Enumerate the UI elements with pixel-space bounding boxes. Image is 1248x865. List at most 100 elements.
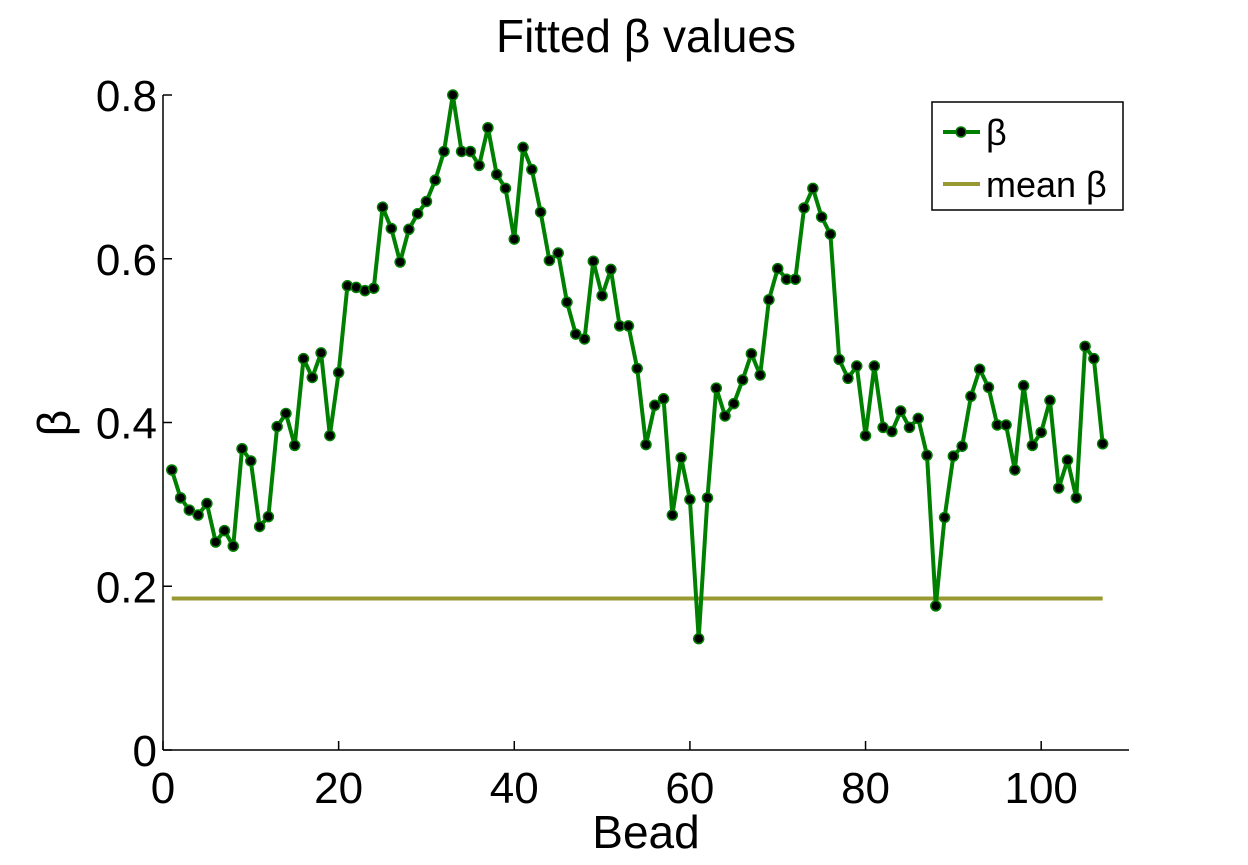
y-tick-label: 0.2: [96, 563, 157, 612]
data-point: [218, 524, 231, 537]
data-point: [912, 412, 924, 425]
chart-title: Fitted β values: [496, 10, 796, 62]
x-tick-label: 40: [490, 764, 539, 813]
data-point: [306, 371, 319, 384]
data-point: [789, 273, 802, 285]
data-point: [473, 159, 485, 172]
data-point: [719, 410, 731, 422]
plot-area: [166, 89, 1109, 645]
data-point: [429, 174, 441, 186]
data-point: [640, 438, 652, 451]
data-point: [420, 195, 433, 208]
data-point: [1000, 419, 1012, 431]
data-point: [807, 182, 819, 195]
data-point: [701, 492, 714, 504]
data-point: [605, 263, 617, 276]
data-point: [842, 372, 854, 385]
data-point: [403, 223, 415, 236]
data-point: [1026, 439, 1039, 452]
data-point: [815, 211, 828, 223]
data-point: [482, 122, 494, 134]
data-point: [947, 450, 960, 462]
data-point: [1035, 426, 1047, 439]
x-axis-label: Bead: [592, 806, 699, 858]
x-tick-label: 80: [841, 764, 890, 813]
data-point: [578, 333, 591, 345]
data-point: [183, 504, 196, 516]
data-point: [332, 366, 345, 379]
data-point: [894, 405, 907, 417]
y-tick-label: 0.8: [96, 72, 157, 121]
data-point: [262, 510, 275, 523]
x-tick-label: 100: [1004, 764, 1077, 813]
y-tick-label: 0: [133, 727, 157, 776]
legend-label-mean-beta: mean β: [986, 164, 1107, 205]
data-point: [447, 89, 459, 101]
data-point: [851, 360, 863, 372]
data-point: [675, 451, 687, 464]
data-point: [315, 347, 327, 359]
x-tick-label: 20: [314, 764, 363, 813]
data-point: [411, 207, 424, 220]
data-point: [517, 141, 529, 154]
data-point: [930, 600, 942, 612]
data-point: [666, 509, 679, 521]
data-point: [973, 363, 986, 376]
data-point: [297, 352, 310, 365]
x-tick-label: 0: [151, 764, 175, 813]
data-point: [1052, 482, 1065, 494]
data-point: [438, 145, 450, 158]
data-point: [649, 399, 661, 412]
data-point: [596, 289, 608, 302]
data-point: [587, 255, 600, 267]
data-point: [824, 228, 837, 240]
legend-box: [931, 101, 1124, 211]
data-point: [464, 145, 477, 158]
x-tick-label: 60: [665, 764, 714, 813]
data-point: [1044, 394, 1056, 407]
data-point: [657, 393, 670, 405]
data-point: [631, 362, 643, 375]
data-point: [1070, 492, 1083, 504]
data-point: [1009, 464, 1021, 476]
data-point: [622, 320, 635, 332]
data-point: [174, 492, 187, 504]
data-point: [921, 449, 933, 461]
data-point: [1096, 438, 1109, 450]
data-point: [956, 440, 968, 452]
data-point: [938, 511, 951, 524]
data-point: [736, 374, 749, 386]
data-point: [771, 262, 784, 275]
data-point: [868, 360, 881, 372]
data-point: [253, 520, 266, 533]
data-point: [236, 442, 248, 455]
data-point: [543, 254, 556, 267]
data-point: [728, 397, 740, 410]
axes: 0 20 40 60 80 100 0 0.2 0.4 0.6 0.8: [96, 72, 1129, 813]
data-point: [710, 382, 723, 394]
data-point: [1061, 454, 1074, 466]
data-point: [227, 540, 240, 552]
data-point: [166, 464, 178, 476]
data-point: [569, 328, 582, 340]
data-point: [209, 536, 222, 548]
data-point: [833, 353, 845, 366]
data-point: [368, 282, 380, 294]
data-point: [490, 168, 503, 181]
y-tick-label: 0.6: [96, 236, 157, 285]
data-point: [692, 632, 705, 645]
data-point: [903, 421, 916, 434]
data-point: [859, 429, 872, 442]
legend-label-beta: β: [986, 112, 1007, 153]
y-tick-label: 0.4: [96, 400, 157, 449]
data-point: [1088, 352, 1100, 365]
data-point: [1017, 379, 1030, 392]
data-point: [376, 201, 389, 213]
data-point: [684, 493, 696, 506]
data-point: [552, 247, 564, 259]
data-point: [534, 206, 547, 218]
data-point: [982, 381, 995, 394]
y-axis-label: β: [28, 410, 80, 436]
